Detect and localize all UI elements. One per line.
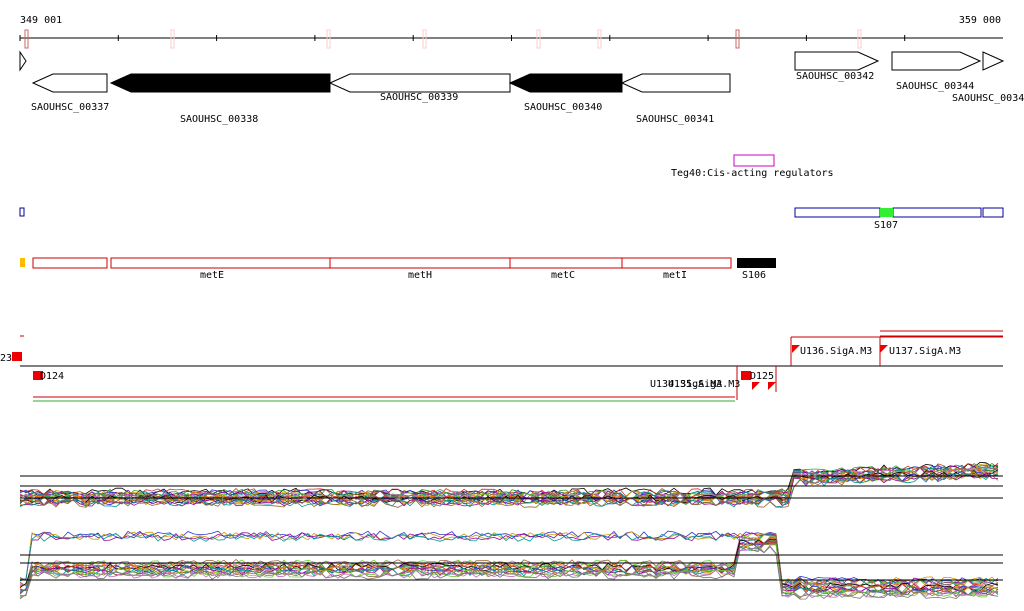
gene-track: SAOUHSC_00337 SAOUHSC_00338 SAOUHSC_00339 S… <box>19 50 1024 125</box>
expression-line <box>19 534 999 588</box>
site-mark <box>24 29 29 49</box>
feature-label: metC <box>551 270 575 281</box>
expression-line <box>19 530 999 585</box>
gene-arrow <box>982 51 1005 71</box>
feature-label: metI <box>663 270 687 281</box>
promoter-label: 23 <box>0 353 12 364</box>
site-mark <box>170 29 175 49</box>
gene-label: SAOUHSC_00341 <box>636 114 714 125</box>
gene-arrow <box>328 73 511 93</box>
site-mark <box>326 29 331 49</box>
feature-box <box>509 257 623 269</box>
expression-line <box>19 466 999 502</box>
feature-box <box>737 258 776 268</box>
feature-box <box>982 207 1004 218</box>
expression-line <box>19 472 999 508</box>
promoter-flag <box>768 382 776 390</box>
expression-line <box>19 545 999 599</box>
gene-label: SAOUHSC_00339 <box>380 92 458 103</box>
expression-line <box>19 467 999 502</box>
feature-label: metH <box>408 270 432 281</box>
expression-line <box>19 545 999 600</box>
expression-line <box>19 532 999 587</box>
site-mark <box>536 29 541 49</box>
promoter-label: U135.SigA.M3 <box>668 379 740 390</box>
gene-arrow <box>19 50 27 72</box>
promoter-flag <box>792 345 800 353</box>
expression-line <box>19 540 999 594</box>
gene-arrow <box>109 73 331 93</box>
expression-line <box>19 541 999 595</box>
gene-label: SAOUHSC_00340 <box>524 102 602 113</box>
feature-track: S107 metE metH metC metI S106 <box>19 207 1004 281</box>
site-mark <box>422 29 427 49</box>
feature-box <box>110 257 331 269</box>
regulator-box <box>733 154 775 167</box>
ruler-end: 359 000 <box>959 15 1001 26</box>
expression-line <box>19 473 999 508</box>
site-mark <box>857 29 862 49</box>
expression-line <box>19 543 999 598</box>
site-mark <box>597 29 602 49</box>
promoter-label: U136.SigA.M3 <box>800 346 872 357</box>
expression-track <box>19 461 1003 600</box>
gene-arrow <box>620 73 731 93</box>
gene-label: SAOUHSC_0034 <box>952 93 1024 104</box>
feature-box <box>32 257 108 269</box>
expression-line <box>19 538 999 592</box>
site-mark <box>735 29 740 49</box>
feature-box <box>19 207 25 217</box>
promoter-label: U137.SigA.M3 <box>889 346 961 357</box>
promoter-label: D124 <box>40 371 64 382</box>
promoter-flag <box>752 382 760 390</box>
expression-line <box>19 544 999 599</box>
feature-label: S107 <box>874 220 898 231</box>
gene-label: SAOUHSC_00337 <box>31 102 109 113</box>
feature-box <box>880 208 893 217</box>
feature-box <box>621 257 732 269</box>
promoter-label: D125 <box>750 371 774 382</box>
feature-box <box>892 207 982 218</box>
feature-label: metE <box>200 270 224 281</box>
expression-line <box>19 537 999 591</box>
promoter-flag <box>880 345 888 353</box>
gene-label: SAOUHSC_00344 <box>896 81 974 92</box>
expression-line <box>19 540 999 594</box>
gene-arrow <box>891 51 982 71</box>
feature-box <box>20 258 25 267</box>
promoter-label: U134.SigA.M3 <box>650 379 722 390</box>
gene-arrow <box>31 73 108 93</box>
gene-label: SAOUHSC_00342 <box>796 71 874 82</box>
expression-line <box>19 531 999 585</box>
feature-box <box>329 257 511 269</box>
expression-line <box>19 533 999 587</box>
gene-arrow <box>508 73 623 93</box>
promoter-mark <box>33 371 43 380</box>
regulator-label: Teg40:Cis-acting regulators <box>671 168 834 179</box>
gene-arrow <box>794 51 880 71</box>
promoter-mark <box>12 352 22 361</box>
ruler-start: 349 001 <box>20 15 62 26</box>
feature-box <box>794 207 881 218</box>
expression-line <box>19 472 999 507</box>
promoter-mark <box>741 371 751 380</box>
feature-label: S106 <box>742 270 766 281</box>
gene-label: SAOUHSC_00338 <box>180 114 258 125</box>
